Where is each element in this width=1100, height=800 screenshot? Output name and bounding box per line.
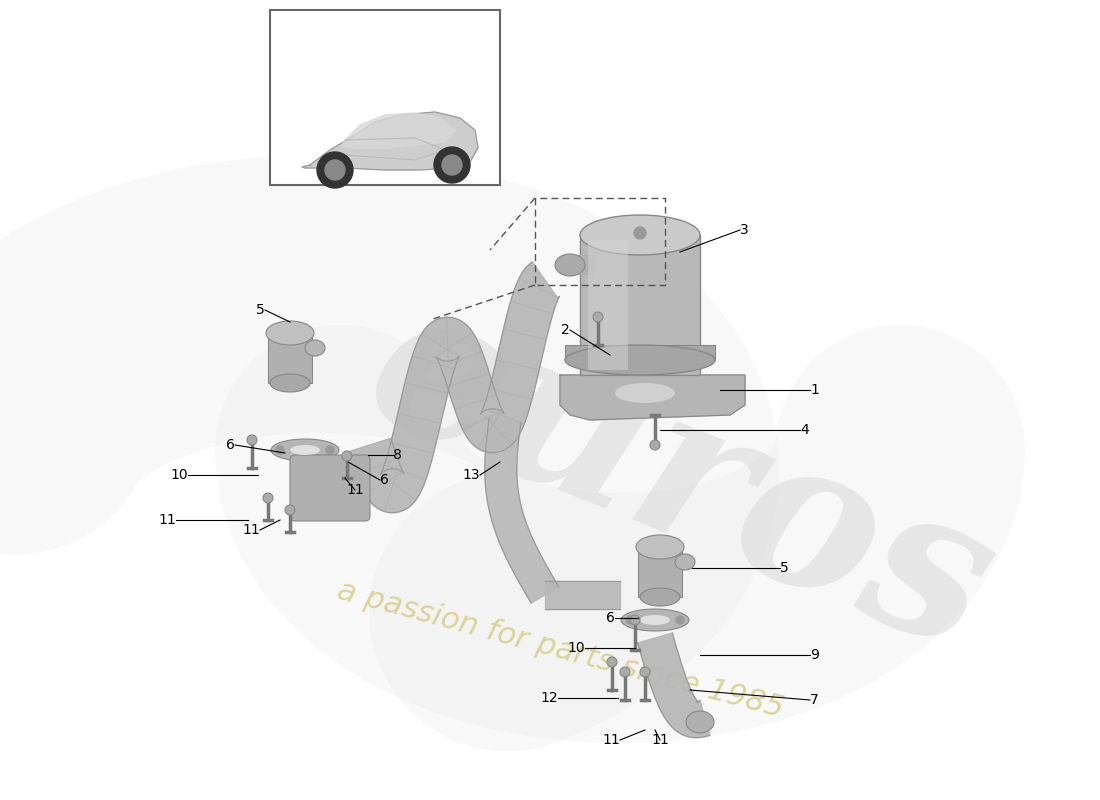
Ellipse shape [615, 383, 675, 403]
Circle shape [285, 505, 295, 515]
Circle shape [607, 657, 617, 667]
Circle shape [626, 616, 634, 624]
Polygon shape [638, 633, 710, 738]
Ellipse shape [636, 535, 684, 559]
Text: 9: 9 [810, 648, 818, 662]
Text: 10: 10 [568, 641, 585, 655]
Text: 3: 3 [740, 223, 749, 237]
Text: 11: 11 [346, 483, 364, 497]
Polygon shape [560, 375, 745, 420]
Ellipse shape [640, 615, 670, 625]
Circle shape [630, 615, 640, 625]
Text: 10: 10 [170, 468, 188, 482]
Ellipse shape [266, 321, 314, 345]
Circle shape [634, 227, 646, 239]
Polygon shape [485, 418, 559, 603]
Text: 6: 6 [379, 473, 389, 487]
Bar [268, 333, 312, 383]
Text: 4: 4 [800, 423, 808, 437]
Ellipse shape [580, 215, 700, 255]
Bar [588, 240, 628, 370]
Polygon shape [342, 113, 455, 148]
Circle shape [324, 160, 345, 180]
Ellipse shape [640, 588, 680, 606]
Text: 13: 13 [462, 468, 480, 482]
Text: 7: 7 [810, 693, 818, 707]
Text: euros: euros [341, 265, 1020, 695]
Ellipse shape [565, 345, 715, 375]
Circle shape [276, 446, 284, 454]
Circle shape [434, 147, 470, 183]
Text: 12: 12 [540, 691, 558, 705]
Text: 8: 8 [393, 448, 402, 462]
Bar [575, 255, 595, 275]
Bar [565, 345, 715, 360]
Circle shape [342, 451, 352, 461]
Text: 11: 11 [158, 513, 176, 527]
Ellipse shape [290, 445, 320, 455]
Ellipse shape [675, 554, 695, 570]
Text: 6: 6 [606, 611, 615, 625]
Polygon shape [349, 262, 560, 513]
Ellipse shape [621, 609, 689, 631]
Ellipse shape [270, 374, 310, 392]
Text: 11: 11 [242, 523, 260, 537]
Text: 5: 5 [256, 303, 265, 317]
Text: 5: 5 [780, 561, 789, 575]
Circle shape [263, 493, 273, 503]
Text: 11: 11 [603, 733, 620, 747]
Bar [638, 547, 682, 597]
Ellipse shape [556, 254, 585, 276]
Circle shape [248, 435, 257, 445]
Bar [270, 10, 500, 185]
Circle shape [620, 667, 630, 677]
Circle shape [593, 312, 603, 322]
Circle shape [676, 616, 684, 624]
Ellipse shape [271, 439, 339, 461]
FancyBboxPatch shape [290, 455, 370, 521]
Text: 2: 2 [561, 323, 570, 337]
Circle shape [326, 446, 334, 454]
Ellipse shape [305, 340, 324, 356]
Text: 6: 6 [227, 438, 235, 452]
Ellipse shape [686, 711, 714, 733]
Text: 11: 11 [651, 733, 669, 747]
Circle shape [317, 152, 353, 188]
Bar [580, 235, 700, 375]
Polygon shape [302, 112, 478, 170]
Text: 1: 1 [810, 383, 818, 397]
Circle shape [640, 667, 650, 677]
Circle shape [442, 155, 462, 175]
Text: a passion for parts since 1985: a passion for parts since 1985 [333, 576, 786, 724]
Circle shape [650, 440, 660, 450]
